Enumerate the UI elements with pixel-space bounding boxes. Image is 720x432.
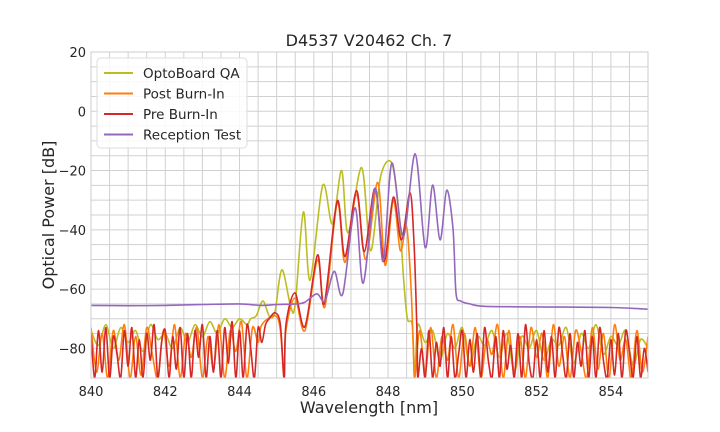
y-axis-label: Optical Power [dB] bbox=[39, 141, 58, 290]
x-tick-label: 844 bbox=[227, 385, 252, 400]
y-tick-label: −40 bbox=[59, 224, 86, 239]
y-tick-label: 0 bbox=[78, 105, 86, 120]
x-tick-label: 842 bbox=[153, 385, 178, 400]
legend-box bbox=[96, 57, 248, 149]
y-tick-label: 20 bbox=[69, 46, 86, 61]
x-tick-label: 848 bbox=[376, 385, 401, 400]
x-tick-label: 850 bbox=[450, 385, 475, 400]
legend: OptoBoard QA Post Burn-In Pre Burn-In Recep… bbox=[96, 57, 248, 149]
y-tick-label: −60 bbox=[59, 283, 86, 298]
y-tick-label: −20 bbox=[59, 165, 86, 180]
legend-label: Pre Burn-In bbox=[143, 107, 218, 123]
legend-label: Post Burn-In bbox=[143, 87, 225, 103]
legend-label: Reception Test bbox=[143, 128, 241, 144]
series-line-reception-test bbox=[91, 153, 648, 310]
x-tick-label: 854 bbox=[598, 385, 623, 400]
x-tick-label: 852 bbox=[524, 385, 549, 400]
tick-labels: 840 842 844 846 848 850 852 854 −80 −60 −40 −20 0 20 bbox=[59, 46, 624, 400]
x-axis-label: Wavelength [nm] bbox=[300, 398, 438, 417]
x-tick-label: 840 bbox=[79, 385, 104, 400]
x-tick-label: 846 bbox=[301, 385, 326, 400]
y-tick-label: −80 bbox=[59, 342, 86, 357]
legend-label: OptoBoard QA bbox=[143, 66, 240, 82]
chart-title: D4537 V20462 Ch. 7 bbox=[286, 31, 453, 50]
plot-border bbox=[90, 51, 649, 379]
